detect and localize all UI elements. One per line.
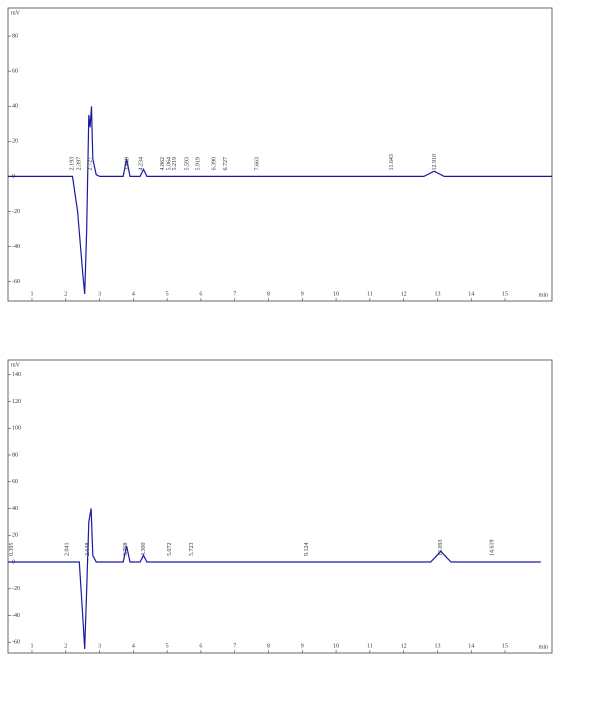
x-tick-label: 5 (166, 643, 169, 649)
x-tick-label: 6 (199, 643, 202, 649)
peak-label: 9.124 (304, 543, 310, 557)
trace-line (8, 106, 552, 295)
y-axis-label: mV (11, 362, 21, 368)
x-tick-label: 7 (233, 643, 236, 649)
peak-label: 11.643 (389, 154, 395, 170)
x-tick-label: 5 (166, 291, 169, 297)
y-tick-label: 40 (12, 104, 18, 110)
peak-label: 5.064 (167, 157, 173, 171)
plot-frame (7, 359, 553, 654)
x-tick-label: 12 (401, 291, 407, 297)
peak-label: 2.397 (77, 157, 83, 171)
peak-label: 6.727 (223, 157, 229, 171)
peak-label: 5.593 (185, 157, 191, 171)
x-tick-label: 15 (502, 291, 508, 297)
y-tick-label: 40 (12, 506, 18, 512)
y-tick-label: -60 (12, 279, 20, 285)
y-tick-label: 120 (12, 399, 21, 405)
y-tick-label: 80 (12, 33, 18, 39)
y-tick-label: 100 (12, 426, 21, 432)
x-axis-label: min (539, 644, 548, 650)
peak-label: 0.395 (9, 543, 15, 557)
plot-frame (7, 7, 553, 302)
y-tick-label: -60 (12, 640, 20, 646)
x-tick-label: 6 (199, 291, 202, 297)
y-tick-label: 60 (12, 69, 18, 75)
x-tick-label: 15 (502, 643, 508, 649)
y-axis-label: mV (11, 10, 21, 16)
peak-label: 5.219 (172, 157, 178, 171)
peak-label: 12.910 (432, 154, 438, 171)
trace-line (8, 508, 541, 650)
x-tick-label: 2 (64, 291, 67, 297)
peak-label: 5.723 (189, 543, 195, 557)
x-tick-label: 8 (267, 643, 270, 649)
x-tick-label: 13 (434, 291, 440, 297)
peak-label: 3.819 (125, 157, 131, 171)
x-tick-label: 13 (434, 643, 440, 649)
peak-label: 13.093 (438, 540, 444, 557)
y-tick-label: -20 (12, 209, 20, 215)
peak-label: 3.768 (123, 543, 129, 557)
y-tick-label: 140 (12, 372, 21, 378)
peak-label: 2.041 (65, 543, 71, 557)
peak-label: 14.619 (490, 540, 496, 557)
peak-label: 4.234 (139, 157, 145, 171)
x-tick-label: 10 (333, 643, 339, 649)
peak-label: 5.919 (196, 157, 202, 171)
peak-label: 7.663 (254, 157, 260, 171)
x-tick-label: 7 (233, 291, 236, 297)
y-tick-label: 60 (12, 479, 18, 485)
peak-label: 4.862 (160, 157, 166, 171)
x-tick-label: 9 (301, 291, 304, 297)
x-tick-label: 3 (98, 643, 101, 649)
x-tick-label: 2 (64, 643, 67, 649)
y-tick-label: 20 (12, 139, 18, 145)
peak-label: 6.390 (211, 157, 217, 171)
y-tick-label: -40 (12, 244, 20, 250)
x-tick-label: 9 (301, 643, 304, 649)
x-tick-label: 14 (468, 291, 474, 297)
y-tick-label: 20 (12, 533, 18, 539)
y-tick-label: -40 (12, 613, 20, 619)
x-tick-label: 11 (367, 291, 373, 297)
x-tick-label: 1 (30, 643, 33, 649)
x-tick-label: 8 (267, 291, 270, 297)
x-tick-label: 11 (367, 643, 373, 649)
y-tick-label: -20 (12, 586, 20, 592)
x-tick-label: 4 (132, 643, 135, 649)
x-tick-label: 10 (333, 291, 339, 297)
x-tick-label: 1 (30, 291, 33, 297)
peak-label: 2.193 (70, 157, 76, 171)
peak-label: 5.072 (167, 543, 173, 557)
x-tick-label: 3 (98, 291, 101, 297)
x-tick-label: 4 (132, 291, 135, 297)
peak-label: 4.300 (141, 543, 147, 557)
y-tick-label: 80 (12, 452, 18, 458)
x-tick-label: 12 (401, 643, 407, 649)
peak-label: 2.648 (85, 543, 91, 557)
peak-label: 2.727 (88, 157, 94, 171)
x-tick-label: 14 (468, 643, 474, 649)
x-axis-label: min (539, 292, 548, 298)
